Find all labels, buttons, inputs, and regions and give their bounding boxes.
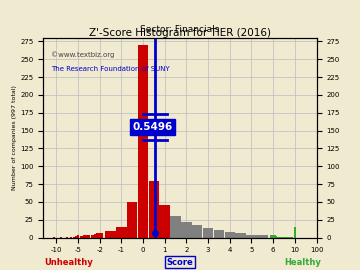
Bar <box>280 237 283 238</box>
Bar <box>285 237 288 238</box>
Bar <box>214 231 224 238</box>
Bar <box>257 235 267 238</box>
Bar <box>294 227 296 238</box>
Bar <box>192 225 202 238</box>
Bar <box>77 235 79 238</box>
Bar <box>91 235 94 238</box>
Bar <box>170 216 181 238</box>
Bar <box>275 236 277 238</box>
Bar <box>59 237 62 238</box>
Title: Z'-Score Histogram for TIER (2016): Z'-Score Histogram for TIER (2016) <box>89 28 271 38</box>
Bar <box>96 233 103 238</box>
Bar <box>116 227 126 238</box>
Bar <box>225 232 235 238</box>
Bar <box>288 237 291 238</box>
Bar <box>291 237 293 238</box>
Bar <box>84 235 87 238</box>
Bar <box>270 235 276 238</box>
Bar <box>127 202 138 238</box>
Bar <box>246 235 257 238</box>
Bar <box>66 237 68 238</box>
Bar <box>277 237 280 238</box>
Bar <box>53 237 55 238</box>
Bar <box>80 236 83 238</box>
Bar <box>87 235 90 238</box>
Bar <box>159 205 170 238</box>
Bar <box>70 237 72 238</box>
Text: Unhealthy: Unhealthy <box>44 258 93 266</box>
Text: 0.5496: 0.5496 <box>132 122 173 132</box>
Bar <box>235 233 246 238</box>
Bar <box>149 181 159 238</box>
Text: The Research Foundation of SUNY: The Research Foundation of SUNY <box>51 66 170 72</box>
Bar <box>105 231 116 238</box>
Bar <box>138 45 148 238</box>
Bar <box>203 228 213 238</box>
Bar <box>75 236 77 238</box>
Bar <box>181 222 192 238</box>
Bar <box>94 234 98 238</box>
Bar <box>72 237 75 238</box>
Text: Score: Score <box>167 258 193 266</box>
Bar <box>283 237 285 238</box>
Text: ©www.textbiz.org: ©www.textbiz.org <box>51 52 115 59</box>
Y-axis label: Number of companies (997 total): Number of companies (997 total) <box>12 85 17 190</box>
Text: Healthy: Healthy <box>284 258 321 266</box>
Text: Sector: Financials: Sector: Financials <box>140 25 220 34</box>
